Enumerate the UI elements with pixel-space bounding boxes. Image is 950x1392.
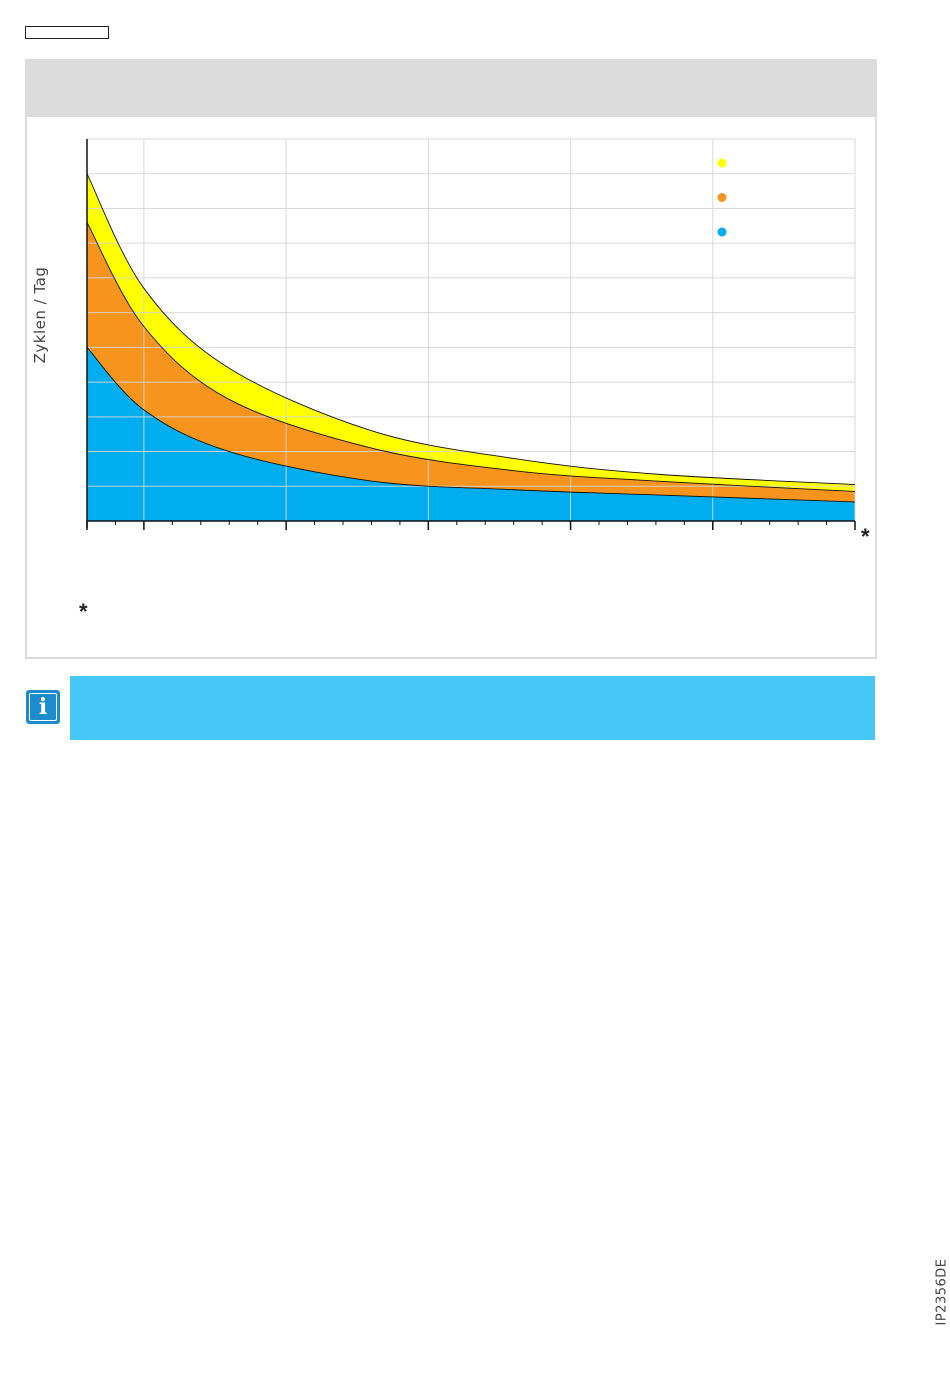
series-curve-2 bbox=[86, 222, 856, 492]
series-area-2 bbox=[87, 222, 855, 521]
series-curve-3 bbox=[86, 347, 856, 503]
series-curve-1 bbox=[86, 173, 856, 485]
cycles-chart bbox=[86, 138, 856, 530]
footnote-asterisk: * bbox=[79, 599, 88, 624]
y-axis-label: Zyklen / Tag bbox=[31, 266, 49, 364]
legend-marker-1 bbox=[717, 158, 727, 168]
legend-marker-3 bbox=[717, 227, 727, 237]
info-banner bbox=[70, 676, 875, 740]
info-icon: i bbox=[26, 690, 60, 724]
panel-header bbox=[27, 61, 875, 117]
page-label-box bbox=[25, 26, 109, 39]
series-area-3 bbox=[87, 347, 855, 521]
legend-marker-2 bbox=[717, 193, 727, 202]
document-code: IP2356DE bbox=[934, 1258, 950, 1326]
info-glyph: i bbox=[29, 693, 57, 721]
axis-asterisk: * bbox=[861, 524, 870, 549]
